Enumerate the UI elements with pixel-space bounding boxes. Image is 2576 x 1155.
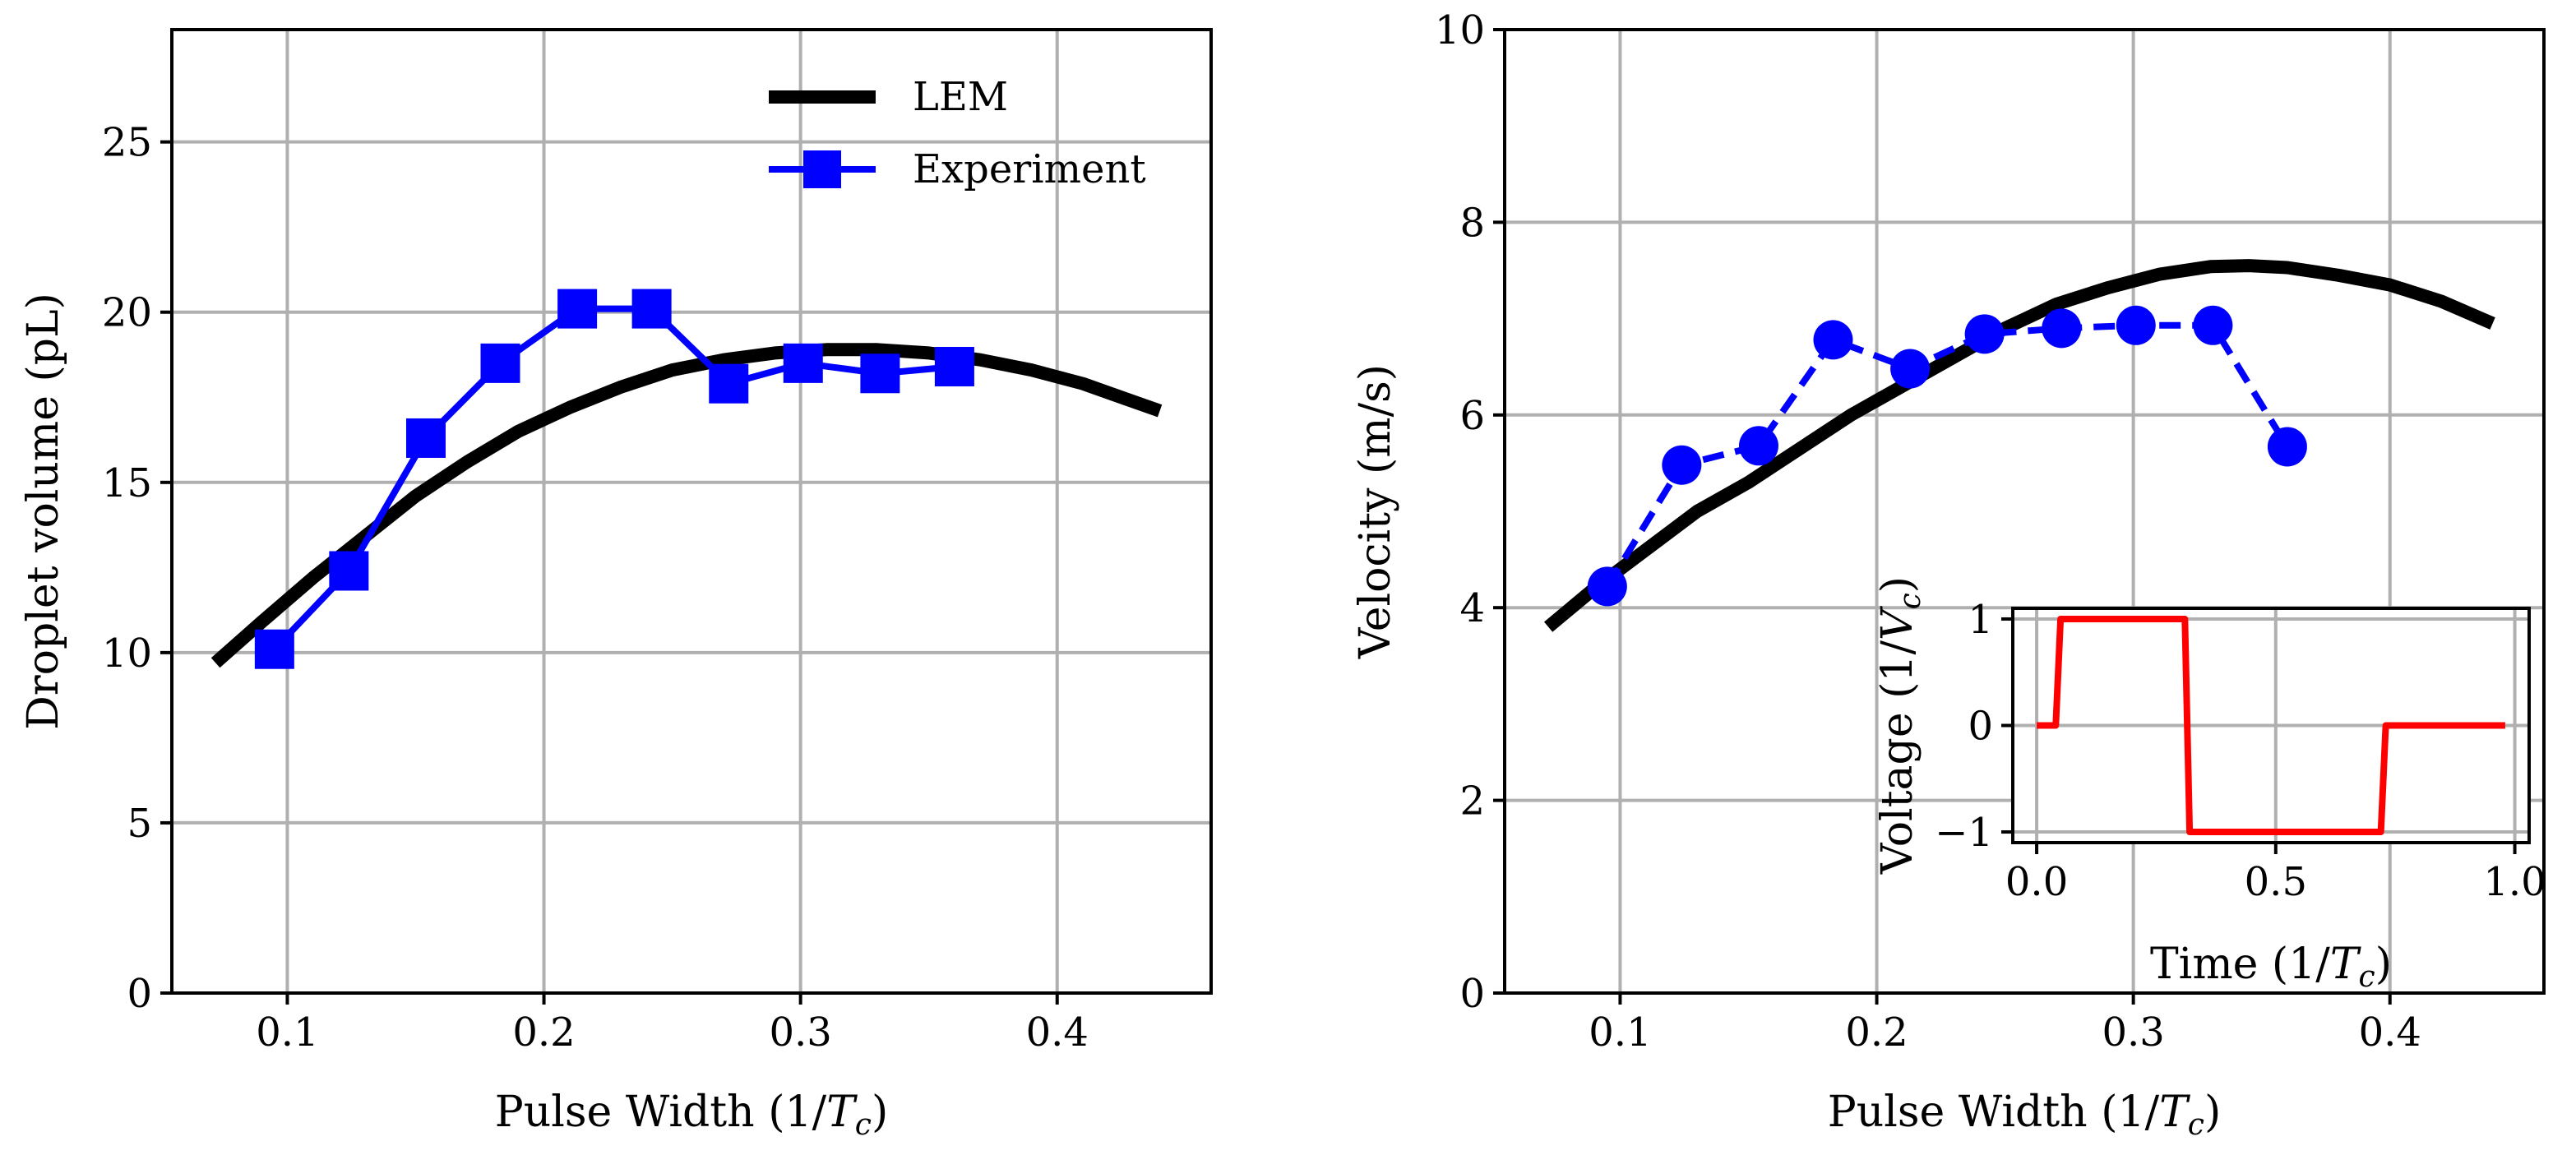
y-tick-label: 15 <box>102 460 152 506</box>
x-tick-label: 0.1 <box>256 1009 318 1056</box>
y-tick-label: 1 <box>1968 597 1993 643</box>
velocity-series <box>1543 259 2495 632</box>
experiment-marker <box>1964 314 2005 354</box>
lem-line <box>210 343 1163 668</box>
volume-axes-frame <box>170 28 1213 995</box>
experiment-marker <box>480 343 520 383</box>
experiment-marker <box>254 629 294 669</box>
volume-ylabel: Droplet volume (pL) <box>19 293 68 730</box>
legend-lem-label: LEM <box>913 74 1008 120</box>
x-tick-label: 0.2 <box>512 1009 575 1056</box>
y-tick-label: 10 <box>102 631 152 677</box>
velocity-ylabel: Velocity (m/s) <box>1351 364 1400 659</box>
experiment-marker <box>405 418 446 458</box>
y-tick-label: 5 <box>127 801 152 847</box>
inset-series <box>2037 616 2505 835</box>
experiment-line <box>271 305 955 652</box>
x-tick-label: 1.0 <box>2483 859 2546 905</box>
experiment-marker <box>2193 305 2233 345</box>
x-tick-label: 0.2 <box>1845 1009 1908 1056</box>
x-tick-label: 0.1 <box>1589 1009 1651 1056</box>
volume-series <box>210 289 1163 669</box>
experiment-marker <box>1587 566 1627 607</box>
x-tick-label: 0.3 <box>769 1009 831 1056</box>
experiment-marker <box>1813 320 1853 360</box>
y-tick-label: 25 <box>102 120 152 166</box>
inset-ticks: 0.0 0.5 1.0 −1 0 1 <box>1935 597 2546 905</box>
volume-panel: 0.1 0.2 0.3 0.4 0 5 10 15 20 25 Droplet volume (p… <box>19 28 1213 1142</box>
legend-experiment-label: Experiment <box>913 146 1146 192</box>
experiment-marker <box>329 551 369 591</box>
experiment-marker <box>1890 349 1931 389</box>
x-tick-label: 0.5 <box>2245 859 2307 905</box>
experiment-marker <box>631 289 672 329</box>
y-tick-label: 0 <box>1968 704 1993 750</box>
experiment-marker <box>783 343 823 383</box>
experiment-line <box>1604 321 2291 589</box>
y-tick-label: 0 <box>127 971 152 1017</box>
y-tick-label: 10 <box>1435 7 1485 53</box>
volume-ticks: 0.1 0.2 0.3 0.4 0 5 10 15 20 25 <box>102 120 1089 1056</box>
experiment-marker <box>2267 427 2307 467</box>
voltage-inset: 0.0 0.5 1.0 −1 0 1 Voltage (1/Vc) Time (1/Tc) <box>1873 576 2546 994</box>
y-tick-label: 6 <box>1459 393 1485 439</box>
inset-xlabel: Time (1/Tc) <box>2150 940 2392 994</box>
x-tick-label: 0.4 <box>2359 1009 2421 1056</box>
legend-experiment-marker <box>803 150 841 188</box>
velocity-axes-frame <box>1503 28 2546 995</box>
inset-ylabel: Voltage (1/Vc) <box>1873 576 1927 875</box>
y-tick-label: −1 <box>1935 810 1993 856</box>
experiment-marker <box>2042 308 2082 349</box>
experiment-marker <box>1738 426 1778 466</box>
velocity-xlabel: Pulse Width (1/Tc) <box>1828 1088 2222 1142</box>
volume-xlabel: Pulse Width (1/Tc) <box>495 1088 889 1142</box>
y-tick-label: 20 <box>102 290 152 336</box>
lem-line <box>1543 259 2495 632</box>
x-tick-label: 0.3 <box>2102 1009 2164 1056</box>
voltage-line <box>2037 616 2505 835</box>
y-tick-label: 8 <box>1459 200 1485 246</box>
velocity-gridlines <box>1505 28 2544 995</box>
experiment-marker <box>709 363 749 404</box>
y-tick-label: 0 <box>1459 971 1485 1017</box>
y-tick-label: 2 <box>1459 778 1485 825</box>
experiment-marker <box>860 353 900 394</box>
experiment-marker <box>934 346 974 386</box>
experiment-marker <box>1662 445 1702 485</box>
experiment-marker <box>2116 305 2156 345</box>
x-tick-label: 0.4 <box>1026 1009 1089 1056</box>
x-tick-label: 0.0 <box>2005 859 2068 905</box>
volume-legend: LEM Experiment <box>769 74 1146 192</box>
y-tick-label: 4 <box>1459 585 1485 631</box>
experiment-marker <box>557 289 598 329</box>
